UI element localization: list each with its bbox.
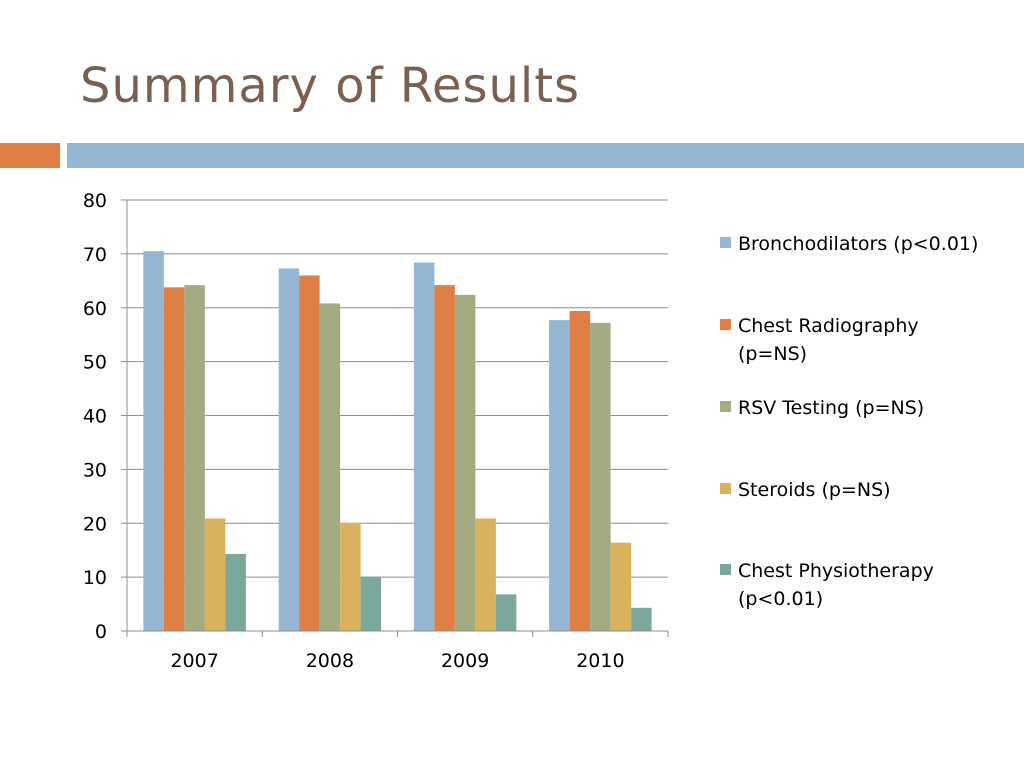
legend-label: Chest Radiography (p=NS) [738, 315, 919, 365]
y-tick-label: 70 [83, 244, 107, 266]
x-tick-label: 2007 [170, 650, 218, 672]
y-tick-label: 0 [95, 621, 107, 643]
title-accent-bar-blue [67, 143, 1024, 168]
legend-label: Bronchodilators (p<0.01) [738, 233, 979, 255]
bar [278, 268, 300, 631]
bar [184, 285, 205, 631]
x-tick-label: 2010 [576, 650, 624, 672]
y-tick-label: 80 [83, 190, 107, 212]
slide-title: Summary of Results [80, 58, 581, 114]
legend-label: Chest Physiotherapy (p<0.01) [738, 560, 934, 610]
bar [434, 285, 455, 631]
title-accent-bar-orange [0, 143, 60, 168]
legend-swatch [720, 483, 731, 494]
y-tick-label: 40 [83, 406, 107, 428]
legend-swatch [720, 401, 731, 412]
bar [225, 553, 246, 631]
bar [360, 576, 382, 631]
bar [495, 594, 517, 631]
y-tick-label: 30 [83, 459, 107, 481]
legend-swatch [720, 237, 731, 248]
bar [204, 518, 226, 631]
bar [454, 294, 476, 631]
bar [143, 251, 164, 631]
bar [549, 320, 570, 631]
y-tick-label: 10 [83, 567, 107, 589]
bar [590, 322, 611, 631]
legend-swatch [720, 319, 731, 330]
legend-label: RSV Testing (p=NS) [738, 397, 925, 419]
bar [610, 542, 632, 631]
x-tick-label: 2009 [441, 650, 489, 672]
bar [299, 275, 320, 631]
bar [631, 607, 652, 631]
y-tick-label: 20 [83, 513, 107, 535]
chart-legend: Bronchodilators (p<0.01) Chest Radiograph… [720, 0, 1000, 768]
bar [413, 262, 435, 631]
bar [340, 522, 361, 631]
bar [475, 518, 496, 631]
legend-label: Steroids (p=NS) [738, 479, 891, 501]
bar [569, 310, 591, 631]
y-tick-label: 50 [83, 352, 107, 374]
bar [163, 287, 185, 631]
bar [319, 303, 341, 631]
x-tick-label: 2008 [306, 650, 354, 672]
y-tick-label: 60 [83, 298, 107, 320]
legend-swatch [720, 564, 731, 575]
